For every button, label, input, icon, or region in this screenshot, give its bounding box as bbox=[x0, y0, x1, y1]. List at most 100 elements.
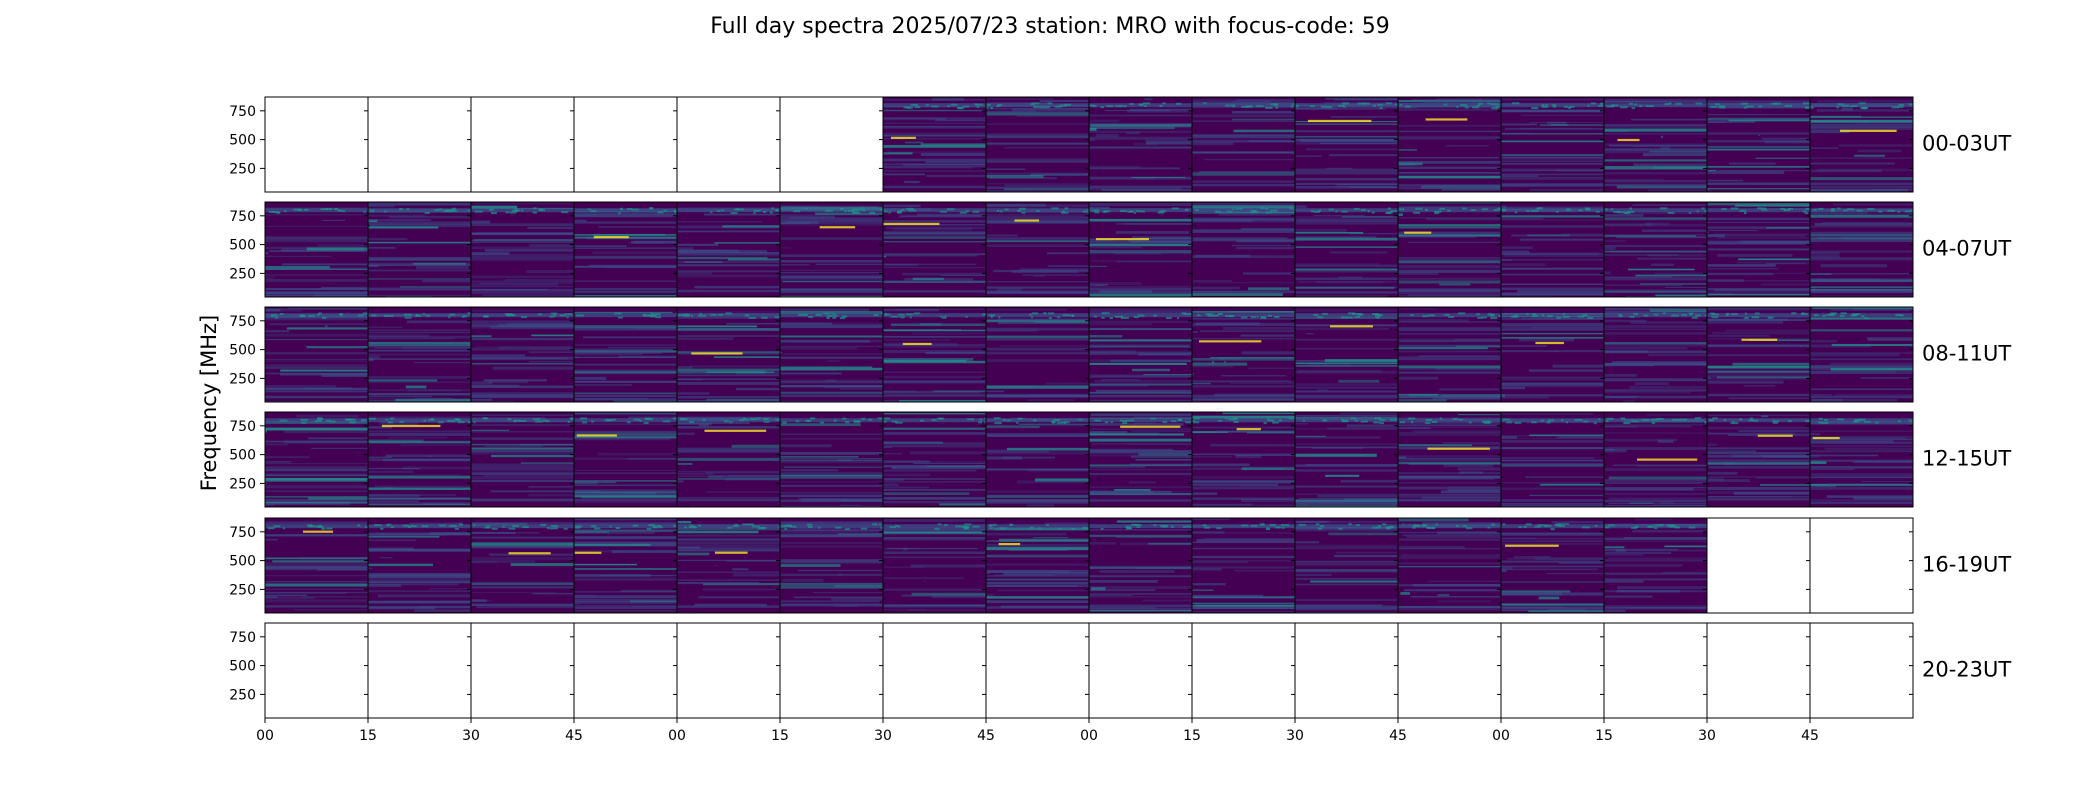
spectrogram-panel bbox=[1397, 517, 1502, 614]
spectrogram-panel bbox=[367, 411, 472, 508]
y-axis-label: Frequency [MHz] bbox=[197, 315, 221, 491]
spectrogram-panel bbox=[1603, 96, 1708, 193]
row-label: 08-11UT bbox=[1922, 342, 2011, 366]
row-00-03UT: 250 500 750 00-03UT bbox=[229, 96, 2011, 193]
y-tick-label: 750 bbox=[229, 630, 256, 646]
spectrogram-panel bbox=[779, 517, 884, 614]
spectrogram-panel bbox=[882, 96, 987, 193]
spectrogram-panel bbox=[985, 306, 1090, 403]
spectrogram-panel bbox=[367, 201, 472, 298]
spectrogram-panel bbox=[676, 517, 781, 614]
spectrogram-panel bbox=[264, 201, 369, 298]
spectrogram-panel bbox=[1294, 201, 1399, 298]
spectrogram-panel bbox=[676, 201, 781, 298]
spectrogram-panel bbox=[1500, 622, 1605, 719]
x-tick-label: 00 bbox=[1492, 728, 1510, 744]
spectrogram-panel bbox=[1500, 201, 1605, 298]
x-tick-label: 15 bbox=[1595, 728, 1613, 744]
row-label: 20-23UT bbox=[1922, 658, 2011, 682]
spectrogram-panel bbox=[1809, 517, 1914, 614]
spectrogram-panel bbox=[1603, 411, 1708, 508]
row-08-11UT: 250 500 750 08-11UT bbox=[229, 306, 2011, 403]
spectrogram-panel bbox=[1088, 622, 1193, 719]
spectrogram-panel bbox=[1397, 622, 1502, 719]
spectrogram-panel bbox=[1397, 411, 1502, 508]
spectrogram-panel bbox=[1191, 96, 1296, 193]
y-tick-label: 500 bbox=[229, 238, 256, 254]
spectrogram-panel bbox=[1706, 306, 1811, 403]
spectrogram-panel bbox=[1809, 306, 1914, 403]
y-tick-label: 500 bbox=[229, 659, 256, 675]
spectrogram-panel bbox=[1706, 201, 1811, 298]
x-tick-label: 30 bbox=[462, 728, 480, 744]
y-tick-label: 750 bbox=[229, 525, 256, 541]
spectrogram-panel bbox=[882, 622, 987, 719]
spectrogram-panel bbox=[573, 96, 678, 193]
spectrogram-panel bbox=[779, 96, 884, 193]
x-tick-label: 15 bbox=[1183, 728, 1201, 744]
plot-area: 250 500 750 00-03UT 250 500 750 04-07UT 250 500 75… bbox=[229, 96, 2011, 744]
spectrogram-panel bbox=[985, 517, 1090, 614]
row-04-07UT: 250 500 750 04-07UT bbox=[229, 201, 2011, 298]
spectrogram-panel bbox=[882, 517, 987, 614]
spectrogram-panel bbox=[676, 306, 781, 403]
x-tick-label: 30 bbox=[1698, 728, 1716, 744]
spectrogram-panel bbox=[1397, 306, 1502, 403]
y-tick-label: 500 bbox=[229, 343, 256, 359]
y-tick-label: 500 bbox=[229, 448, 256, 464]
y-tick-label: 250 bbox=[229, 371, 256, 387]
spectrogram-panel bbox=[470, 96, 575, 193]
x-tick-label: 30 bbox=[874, 728, 892, 744]
spectrogram-panel bbox=[470, 411, 575, 508]
spectrogram-panel bbox=[1191, 306, 1296, 403]
x-tick-label: 45 bbox=[1801, 728, 1819, 744]
spectrogram-panel bbox=[1603, 306, 1708, 403]
y-tick-label: 750 bbox=[229, 314, 256, 330]
spectrogram-panel bbox=[1500, 411, 1605, 508]
spectrogram-panel bbox=[1088, 306, 1193, 403]
spectrogram-panel bbox=[1088, 517, 1193, 614]
spectrogram-panel bbox=[1500, 517, 1605, 614]
y-tick-label: 500 bbox=[229, 133, 256, 149]
spectrogram-panel bbox=[676, 411, 781, 508]
spectrogram-panel bbox=[882, 201, 987, 298]
spectrogram-panel bbox=[1294, 306, 1399, 403]
spectrogram-panel bbox=[470, 622, 575, 719]
spectrogram-panel bbox=[1191, 411, 1296, 508]
spectrogram-panel bbox=[573, 411, 678, 508]
y-tick-label: 750 bbox=[229, 419, 256, 435]
y-tick-label: 750 bbox=[229, 104, 256, 120]
spectrogram-panel bbox=[1809, 96, 1914, 193]
spectrogram-panel bbox=[1294, 411, 1399, 508]
spectrogram-panel bbox=[1603, 622, 1708, 719]
spectrogram-panel bbox=[1706, 517, 1811, 614]
spectrogram-panel bbox=[1088, 411, 1193, 508]
spectrogram-panel bbox=[1500, 96, 1605, 193]
x-tick-label: 00 bbox=[668, 728, 686, 744]
row-12-15UT: 250 500 750 12-15UT bbox=[229, 411, 2011, 508]
spectrogram-panel bbox=[1603, 201, 1708, 298]
x-tick-label: 45 bbox=[1389, 728, 1407, 744]
spectrogram-panel bbox=[882, 411, 987, 508]
spectrogram-panel bbox=[1294, 622, 1399, 719]
x-tick-label: 45 bbox=[977, 728, 995, 744]
chart-title: Full day spectra 2025/07/23 station: MRO… bbox=[710, 14, 1390, 39]
spectrogram-panel bbox=[1088, 201, 1193, 298]
row-label: 00-03UT bbox=[1922, 132, 2011, 156]
spectrogram-panel bbox=[779, 622, 884, 719]
spectrogram-panel bbox=[264, 411, 369, 508]
spectrogram-panel bbox=[1294, 96, 1399, 193]
spectrogram-panel bbox=[779, 201, 884, 298]
x-tick-label: 00 bbox=[256, 728, 274, 744]
spectrogram-panel bbox=[367, 306, 472, 403]
spectrogram-panel bbox=[573, 201, 678, 298]
x-tick-label: 45 bbox=[565, 728, 583, 744]
spectrogram-panel bbox=[1706, 96, 1811, 193]
y-tick-label: 250 bbox=[229, 161, 256, 177]
y-tick-label: 250 bbox=[229, 476, 256, 492]
spectrogram-panel bbox=[1294, 517, 1399, 614]
spectrogram-panel bbox=[985, 201, 1090, 298]
spectrogram-panel bbox=[1706, 622, 1811, 719]
y-tick-label: 250 bbox=[229, 266, 256, 282]
